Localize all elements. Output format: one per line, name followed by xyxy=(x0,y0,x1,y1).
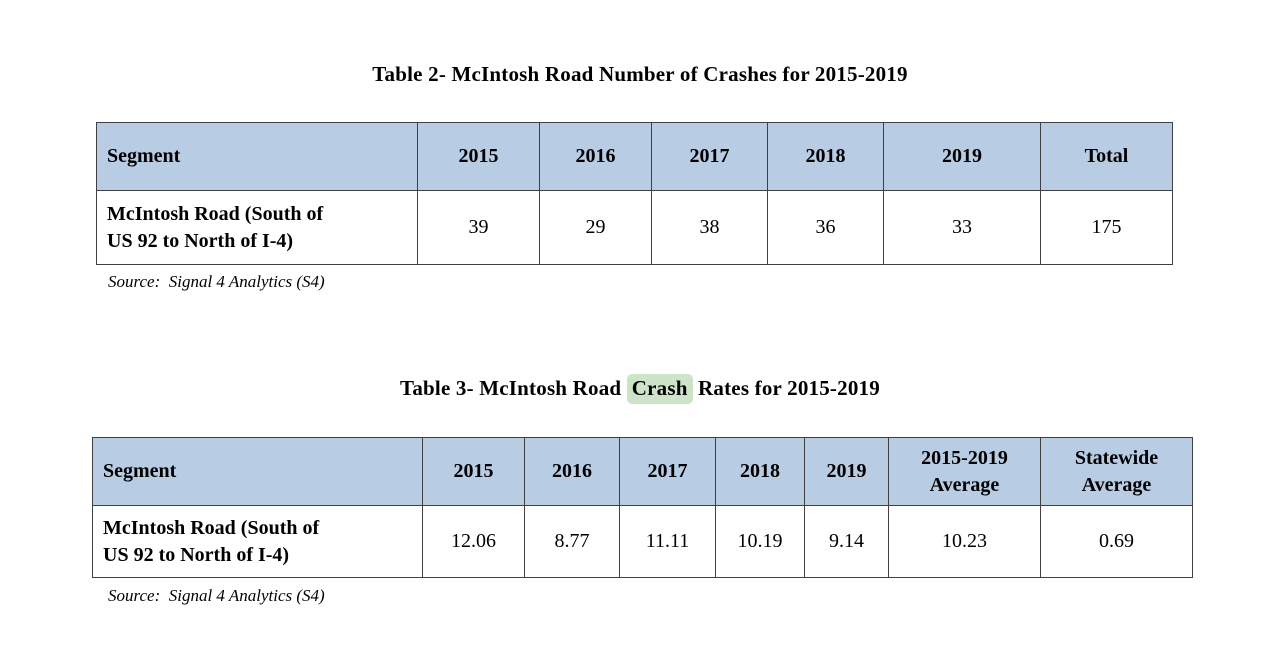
avg-header-line-1: 2015-2019 xyxy=(921,446,1008,469)
table2-header-2017: 2017 xyxy=(651,122,768,191)
statewide-header-line-1: Statewide xyxy=(1074,446,1159,469)
table2-title: Table 2- McIntosh Road Number of Crashes… xyxy=(372,62,908,86)
table3-title: Table 3- McIntosh Road Crash Rates for 2… xyxy=(0,374,1280,404)
table3-header-2019: 2019 xyxy=(804,437,889,506)
table2-value-2019: 33 xyxy=(883,190,1041,265)
table3-header-2017: 2017 xyxy=(619,437,716,506)
table3-value-2017: 11.11 xyxy=(619,505,716,578)
table3-value-average: 10.23 xyxy=(888,505,1041,578)
segment-line-2: US 92 to North of I-4) xyxy=(103,543,290,566)
table3-header-row: Segment 2015 2016 2017 2018 2019 2015-20… xyxy=(92,437,1193,506)
search-highlight: Crash xyxy=(626,374,693,404)
table3-value-2016: 8.77 xyxy=(524,505,620,578)
table3-value-2019: 9.14 xyxy=(804,505,889,578)
table2-value-2015: 39 xyxy=(417,190,540,265)
segment-line-1: McIntosh Road (South of xyxy=(103,516,320,539)
table3-header-average: 2015-2019 Average xyxy=(888,437,1041,506)
table3-title-prefix: Table 3- McIntosh Road xyxy=(400,376,627,400)
table2-header-total: Total xyxy=(1040,122,1173,191)
table3-crash-rates: Segment 2015 2016 2017 2018 2019 2015-20… xyxy=(92,437,1193,578)
table3-segment-cell: McIntosh Road (South of US 92 to North o… xyxy=(92,505,423,578)
table3-header-statewide: Statewide Average xyxy=(1040,437,1193,506)
table2-header-2016: 2016 xyxy=(539,122,652,191)
table2-value-2018: 36 xyxy=(767,190,884,265)
table-row: McIntosh Road (South of US 92 to North o… xyxy=(96,190,1173,265)
table2-value-total: 175 xyxy=(1040,190,1173,265)
table2-header-row: Segment 2015 2016 2017 2018 2019 Total xyxy=(96,122,1173,191)
table2-header-2019: 2019 xyxy=(883,122,1041,191)
table2-segment-cell: McIntosh Road (South of US 92 to North o… xyxy=(96,190,418,265)
table3-title-suffix: Rates for 2015-2019 xyxy=(692,376,880,400)
statewide-header-line-2: Average xyxy=(1081,473,1152,496)
table3-header-2016: 2016 xyxy=(524,437,620,506)
segment-line-2: US 92 to North of I-4) xyxy=(107,229,294,252)
table3-header-2015: 2015 xyxy=(422,437,525,506)
avg-header-line-2: Average xyxy=(929,473,1000,496)
table2-value-2016: 29 xyxy=(539,190,652,265)
table2-source-note: Source: Signal 4 Analytics (S4) xyxy=(108,272,325,291)
table-row: McIntosh Road (South of US 92 to North o… xyxy=(92,505,1193,578)
table2-header-2018: 2018 xyxy=(767,122,884,191)
table2-header-2015: 2015 xyxy=(417,122,540,191)
table2-header-segment: Segment xyxy=(96,122,418,191)
table2-value-2017: 38 xyxy=(651,190,768,265)
table3-source-note: Source: Signal 4 Analytics (S4) xyxy=(108,586,325,605)
table3-value-2015: 12.06 xyxy=(422,505,525,578)
table3-header-2018: 2018 xyxy=(715,437,805,506)
table3-value-2018: 10.19 xyxy=(715,505,805,578)
table3-value-statewide: 0.69 xyxy=(1040,505,1193,578)
segment-line-1: McIntosh Road (South of xyxy=(107,202,324,225)
table3-header-segment: Segment xyxy=(92,437,423,506)
table2-crash-counts: Segment 2015 2016 2017 2018 2019 Total M… xyxy=(96,122,1173,265)
